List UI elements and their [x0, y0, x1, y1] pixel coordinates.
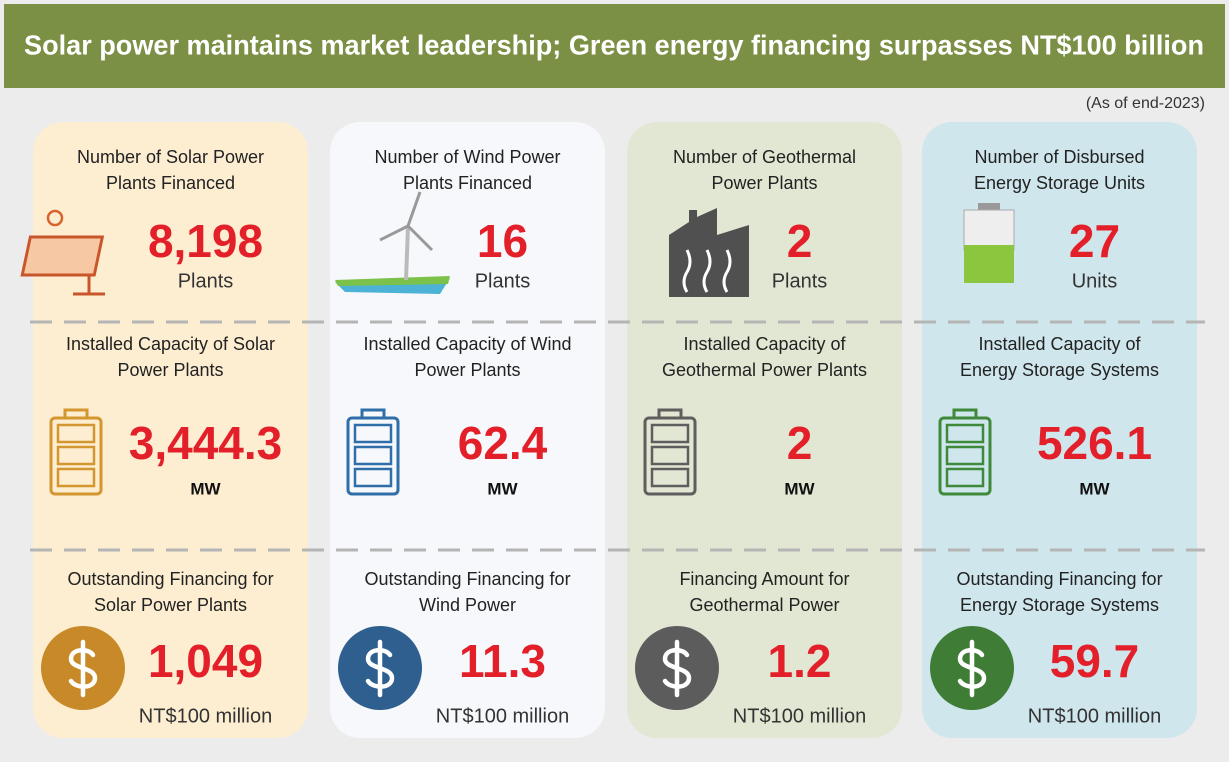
battery-top [963, 209, 1015, 251]
stat-unit: Plants [772, 270, 828, 292]
turbine-tower [404, 225, 410, 281]
battery-body [346, 416, 400, 496]
stat-unit: MW [487, 479, 518, 498]
stat-label: Plants Financed [106, 173, 235, 193]
stat-label: Outstanding Financing for [956, 569, 1162, 589]
dollar-sign [68, 639, 98, 698]
solar-panel [20, 235, 105, 277]
stat-label: Installed Capacity of [683, 334, 846, 354]
stat-unit: NT$100 million [436, 705, 569, 727]
dollar-icon [930, 626, 1014, 710]
card [33, 122, 308, 738]
stat-unit: NT$100 million [1028, 705, 1161, 727]
stat-value: 526.1 [1037, 417, 1152, 469]
category-icon [669, 208, 749, 297]
dollar-sign [662, 639, 692, 698]
stat-value: 8,198 [148, 215, 263, 267]
stat-value: 2 [787, 215, 813, 267]
title: Solar power maintains market leadership;… [24, 29, 1204, 60]
stat-value: 27 [1069, 215, 1120, 267]
stat-label: Number of Disbursed [974, 147, 1144, 167]
stat-label: Installed Capacity of [978, 334, 1141, 354]
heat-wave [682, 249, 692, 293]
stat-unit: MW [190, 479, 221, 498]
stat-value: 59.7 [1050, 635, 1140, 687]
grass [335, 276, 450, 286]
stat-value: 3,444.3 [129, 417, 282, 469]
battery-body [643, 416, 697, 496]
battery-cell [650, 467, 690, 488]
dollar-sign [957, 639, 987, 698]
card [330, 122, 605, 738]
stat-unit: NT$100 million [139, 705, 272, 727]
stat-value: 1.2 [768, 635, 832, 687]
stat-label: Energy Storage Units [974, 173, 1145, 193]
dollar-sign [365, 639, 395, 698]
battery-cap [978, 203, 1000, 211]
stat-unit: MW [1079, 479, 1110, 498]
stat-value: 2 [787, 417, 813, 469]
stat-label: Installed Capacity of Wind [363, 334, 571, 354]
dollar-icon [338, 626, 422, 710]
stat-label: Geothermal Power Plants [662, 360, 867, 380]
stat-label: Solar Power Plants [94, 595, 247, 615]
stat-label: Plants Financed [403, 173, 532, 193]
battery-cell [56, 423, 96, 444]
stat-unit: Plants [475, 270, 531, 292]
heat-wave [722, 249, 732, 293]
stat-label: Power Plants [414, 360, 520, 380]
battery-body [49, 416, 103, 496]
title-bar [4, 4, 1225, 88]
category-icon [963, 203, 1015, 283]
stat-label: Number of Geothermal [673, 147, 856, 167]
stat-label: Energy Storage Systems [960, 360, 1159, 380]
stat-unit: NT$100 million [733, 705, 866, 727]
stat-label: Installed Capacity of Solar [66, 334, 275, 354]
battery-icon [938, 408, 992, 496]
battery-cell [945, 423, 985, 444]
battery-cell [650, 423, 690, 444]
battery-cell [56, 445, 96, 466]
stat-label: Power Plants [117, 360, 223, 380]
stat-label: Wind Power [419, 595, 516, 615]
battery-icon [49, 408, 103, 496]
sun [46, 209, 64, 227]
stat-label: Outstanding Financing for [67, 569, 273, 589]
battery-cell [353, 467, 393, 488]
stat-value: 62.4 [458, 417, 548, 469]
stat-label: Energy Storage Systems [960, 595, 1159, 615]
battery-cell [650, 445, 690, 466]
stat-unit: Units [1072, 270, 1118, 292]
stat-unit: MW [784, 479, 815, 498]
battery-cell [353, 423, 393, 444]
stat-value: 11.3 [459, 635, 546, 687]
battery-cell [353, 445, 393, 466]
battery-body [938, 416, 992, 496]
battery-cell [56, 467, 96, 488]
stat-label: Geothermal Power [689, 595, 839, 615]
stat-label: Outstanding Financing for [364, 569, 570, 589]
note: (As of end-2023) [1086, 95, 1205, 112]
battery-icon [643, 408, 697, 496]
battery-cell [945, 445, 985, 466]
stat-label: Financing Amount for [679, 569, 849, 589]
dollar-icon [41, 626, 125, 710]
stat-unit: Plants [178, 270, 234, 292]
stat-label: Power Plants [711, 173, 817, 193]
dollar-icon [635, 626, 719, 710]
stat-value: 16 [477, 215, 528, 267]
stat-value: 1,049 [148, 635, 263, 687]
battery-bottom [964, 245, 1014, 283]
stat-label: Number of Solar Power [77, 147, 264, 167]
category-icon [335, 191, 450, 294]
stat-label: Number of Wind Power [374, 147, 560, 167]
category-icon [20, 209, 105, 296]
heat-wave [702, 249, 712, 293]
turbine-blades [379, 191, 434, 252]
battery-cell [945, 467, 985, 488]
battery-icon [346, 408, 400, 496]
